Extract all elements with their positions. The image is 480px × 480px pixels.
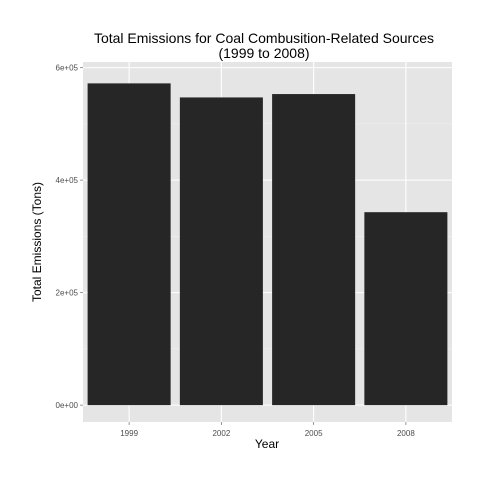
- y-tick-label: 0e+00: [56, 401, 79, 410]
- bar-1999: [87, 83, 171, 406]
- y-tick-label: 4e+05: [56, 176, 79, 185]
- x-tick-label: 1999: [120, 429, 138, 438]
- y-tick-label: 6e+05: [56, 64, 79, 73]
- chart-title: Total Emissions for Coal Combusition-Rel…: [94, 30, 434, 46]
- chart-subtitle: (1999 to 2008): [218, 45, 309, 61]
- x-axis: 1999 2002 2005 2008: [120, 422, 415, 438]
- y-tick-label: 2e+05: [56, 289, 79, 298]
- y-axis: 0e+00 2e+05 4e+05 6e+05: [56, 64, 83, 410]
- x-tick-label: 2008: [397, 429, 415, 438]
- x-axis-title: Year: [255, 437, 279, 451]
- bar-2002: [179, 97, 263, 406]
- x-tick-label: 2002: [212, 429, 230, 438]
- y-axis-title: Total Emissions (Tons): [30, 182, 44, 302]
- x-tick-label: 2005: [305, 429, 323, 438]
- bars: [87, 83, 448, 406]
- bar-2005: [272, 94, 356, 406]
- bar-2008: [364, 212, 448, 406]
